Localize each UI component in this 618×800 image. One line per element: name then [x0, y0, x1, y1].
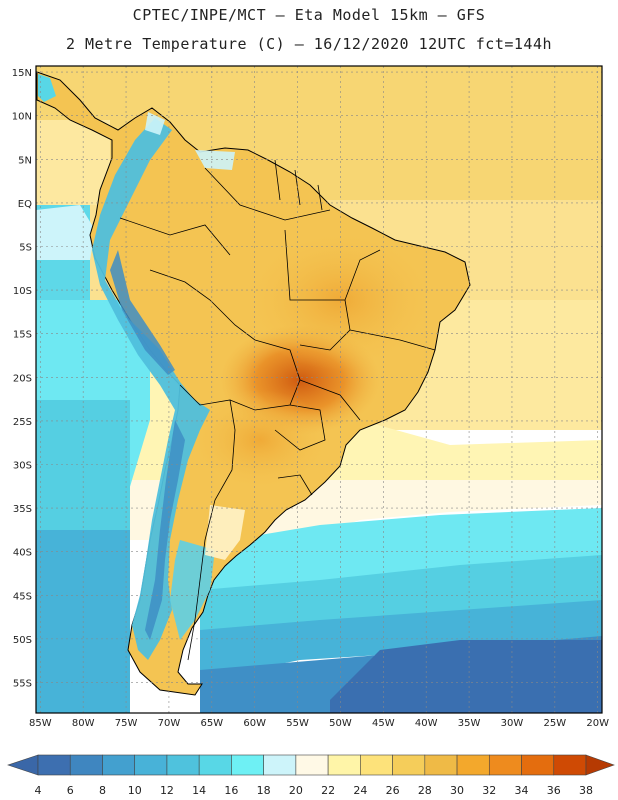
lon-label: 75W: [115, 718, 138, 729]
heat-zone-south: [190, 390, 330, 490]
ocean-band-cyan-south: [200, 508, 602, 600]
lat-label: 30S: [13, 460, 32, 471]
legend-tick: 10: [128, 784, 142, 797]
temperature-field: [36, 66, 602, 713]
lat-label: 35S: [13, 504, 32, 515]
border-paraguay: [274, 404, 326, 451]
legend-tick: 30: [450, 784, 464, 797]
legend-swatch: [102, 754, 136, 776]
legend-swatch: [69, 754, 103, 776]
legend-tick: 4: [35, 784, 42, 797]
lon-label: 85W: [29, 718, 52, 729]
map-title: CPTEC/INPE/MCT – Eta Model 15km – GFS: [132, 6, 486, 24]
legend-tick: 28: [418, 784, 432, 797]
legend-swatch: [424, 754, 458, 776]
legend-swatch: [295, 754, 329, 776]
lat-label: 25S: [13, 417, 32, 428]
legend-tick: 34: [515, 784, 529, 797]
border-brazil-states: [284, 229, 436, 421]
lat-label: EQ: [18, 199, 32, 210]
legend-swatch: [456, 754, 490, 776]
lat-label: 50S: [13, 635, 32, 646]
lon-label: 20W: [586, 718, 609, 729]
lon-label: 80W: [72, 718, 95, 729]
border-bolivia-brazil: [229, 339, 301, 411]
border-uruguay: [277, 474, 313, 496]
legend-swatch: [360, 754, 393, 776]
andes-deep-cold: [110, 250, 185, 640]
ocean-band-pacific-north: [36, 205, 95, 260]
border-peru-brazil: [149, 269, 256, 341]
legend-tick: 12: [160, 784, 174, 797]
lat-label: 45S: [13, 591, 32, 602]
lat-label: 15N: [12, 68, 32, 79]
border-andes-line: [179, 384, 236, 661]
lat-label: 10S: [13, 286, 32, 297]
lon-label: 65W: [200, 718, 223, 729]
lat-label: 15S: [13, 330, 32, 341]
legend-swatch: [134, 754, 168, 776]
legend-tick: 36: [547, 784, 561, 797]
legend-swatch: [263, 754, 297, 776]
lon-label: 40W: [415, 718, 438, 729]
lat-label: 5S: [19, 242, 32, 253]
lat-label: 20S: [13, 373, 32, 384]
lon-label: 55W: [286, 718, 309, 729]
lon-label: 30W: [501, 718, 524, 729]
legend-tick: 18: [257, 784, 271, 797]
legend-tick: 38: [579, 784, 593, 797]
lon-label: 70W: [158, 718, 181, 729]
legend-tick: 8: [99, 784, 106, 797]
legend-under-arrow: [7, 754, 39, 776]
lon-label: 35W: [458, 718, 481, 729]
legend-tick: 16: [224, 784, 238, 797]
country-borders: [119, 159, 436, 661]
colombia-highland: [145, 112, 235, 170]
lon-label: 60W: [243, 718, 266, 729]
legend-tick: 20: [289, 784, 303, 797]
lon-label: 25W: [544, 718, 567, 729]
border-colombia-peru: [119, 217, 231, 256]
latitude-labels: 15N 10N 5N EQ 5S 10S 15S 20S 25S 30S 35S 40S 45S 50S 5…: [12, 68, 32, 689]
map-subtitle: 2 Metre Temperature (C) – 16/12/2020 12U…: [65, 35, 553, 53]
lat-label: 40S: [13, 548, 32, 559]
lat-label: 55S: [13, 678, 32, 689]
lon-label: 50W: [329, 718, 352, 729]
central-america-cold: [38, 74, 56, 102]
ocean-band-mid-blue: [36, 530, 602, 713]
color-legend: 4 6 8 10 12 14 16 18 20 22 24 26 28 30 32 34 36 38: [7, 754, 615, 797]
legend-swatch: [166, 754, 200, 776]
border-venezuela-brazil: [204, 167, 331, 221]
legend-swatch: [488, 754, 522, 776]
legend-swatch: [198, 754, 232, 776]
legend-swatch: [37, 754, 71, 776]
legend-tick: 32: [482, 784, 496, 797]
graticule: [36, 66, 602, 713]
legend-tick: 26: [386, 784, 400, 797]
lat-label: 5N: [18, 155, 32, 166]
legend-over-arrow: [585, 754, 615, 776]
legend-tick: 24: [353, 784, 367, 797]
lat-label: 10N: [12, 112, 32, 123]
map-frame: [35, 65, 603, 714]
legend-tick: 22: [321, 784, 335, 797]
legend-swatch: [553, 754, 587, 776]
ocean-band-pacific-tropical: [36, 120, 110, 205]
legend-swatch: [521, 754, 555, 776]
legend-swatch: [231, 754, 264, 776]
legend-tick: 6: [67, 784, 74, 797]
legend-swatch: [327, 754, 361, 776]
patagonia-cool: [170, 540, 215, 640]
pampas-mild: [205, 505, 245, 560]
legend-tick: 14: [192, 784, 206, 797]
lon-label: 45W: [372, 718, 395, 729]
ocean-band-darkest: [330, 640, 602, 713]
longitude-labels: 85W 80W 75W 70W 65W 60W 55W 50W 45W 40W 35W 30W 25W 2…: [29, 718, 609, 729]
legend-swatch: [392, 754, 426, 776]
